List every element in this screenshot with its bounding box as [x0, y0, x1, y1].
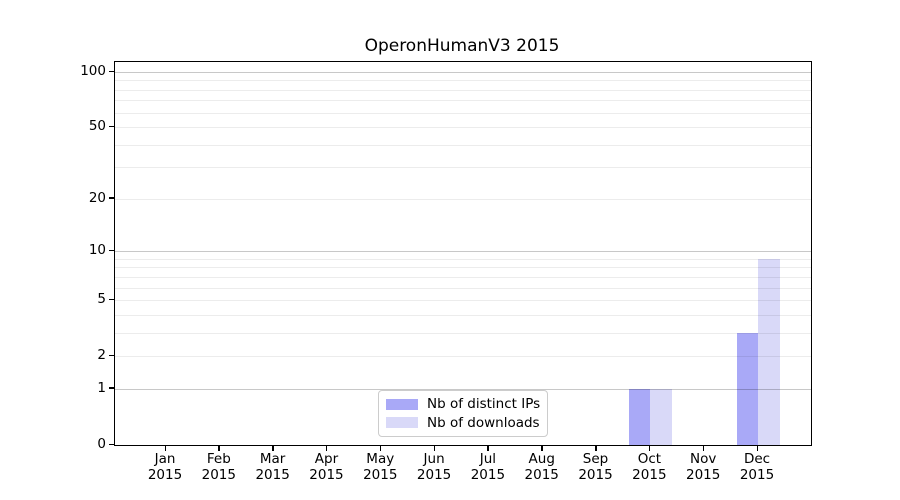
x-tick-year-dec: 2015 — [739, 466, 775, 483]
x-tick-label-oct: Oct 2015 — [614, 451, 684, 483]
y-tick-label-5: 5 — [97, 291, 106, 308]
x-tick-year-apr: 2015 — [309, 466, 344, 483]
x-tick-year-jun: 2015 — [416, 466, 452, 483]
gridline-minor-30 — [115, 167, 811, 169]
x-tick-label-jan: Jan 2015 — [130, 451, 200, 483]
y-tick-label-2: 2 — [97, 347, 106, 364]
x-tick-mark-dec — [756, 445, 758, 451]
gridline-minor-9 — [115, 258, 811, 260]
x-tick-label-dec: Dec 2015 — [722, 451, 792, 483]
y-tick-mark-100 — [109, 70, 114, 72]
bar-downloads-oct — [650, 388, 672, 445]
plot-area — [114, 61, 812, 446]
bar-distinct-ips-dec — [736, 332, 758, 445]
x-tick-mark-jul — [487, 445, 489, 451]
legend: Nb of distinct IPs Nb of downloads — [378, 390, 548, 437]
legend-label-distinct-ips: Nb of distinct IPs — [427, 396, 541, 413]
gridline-minor-20 — [115, 198, 811, 200]
gridline-minor-7 — [115, 276, 811, 278]
y-tick-label-10: 10 — [88, 242, 106, 259]
x-tick-year-mar: 2015 — [255, 466, 290, 483]
x-tick-mark-feb — [218, 445, 220, 451]
gridline-major-1 — [115, 388, 811, 390]
gridline-minor-70 — [115, 100, 811, 102]
x-tick-year-may: 2015 — [363, 466, 398, 483]
x-tick-label-nov: Nov 2015 — [668, 451, 738, 483]
x-tick-label-mar: Mar 2015 — [238, 451, 308, 483]
x-tick-mark-jun — [433, 445, 436, 451]
gridline-minor-6 — [115, 287, 811, 289]
x-tick-label-apr: Apr 2015 — [291, 451, 361, 483]
bar-downloads-dec — [758, 258, 780, 445]
legend-swatch-downloads — [386, 417, 418, 429]
x-tick-year-oct: 2015 — [632, 466, 667, 483]
x-tick-label-feb: Feb 2015 — [184, 451, 254, 483]
bar-distinct-ips-oct — [628, 388, 651, 445]
y-tick-mark-20 — [109, 197, 114, 199]
x-tick-label-sep: Sep 2015 — [561, 451, 631, 483]
legend-swatch-distinct-ips — [386, 398, 418, 410]
legend-row-downloads: Nb of downloads — [386, 415, 540, 431]
x-tick-label-aug: Aug 2015 — [507, 451, 577, 483]
legend-label-downloads: Nb of downloads — [427, 414, 540, 431]
x-tick-year-nov: 2015 — [685, 466, 721, 483]
gridline-minor-80 — [115, 89, 811, 91]
gridline-minor-50 — [115, 127, 811, 129]
y-tick-label-50: 50 — [88, 118, 106, 135]
x-tick-mark-aug — [541, 445, 543, 451]
y-tick-mark-2 — [109, 354, 114, 357]
y-tick-label-100: 100 — [80, 63, 106, 79]
y-tick-mark-5 — [109, 298, 114, 301]
y-tick-label-20: 20 — [88, 189, 106, 206]
x-tick-mark-sep — [595, 445, 597, 451]
x-tick-mark-mar — [272, 445, 274, 451]
x-tick-year-aug: 2015 — [524, 466, 559, 483]
y-tick-label-1: 1 — [97, 379, 106, 396]
x-tick-mark-may — [379, 445, 382, 451]
x-tick-label-jul: Jul 2015 — [453, 451, 523, 483]
gridline-major-100 — [115, 72, 811, 73]
x-tick-mark-jan — [164, 445, 166, 451]
x-tick-mark-nov — [702, 445, 705, 451]
gridline-minor-40 — [115, 144, 811, 146]
chart-title: OperonHumanV3 2015 — [364, 36, 560, 56]
y-tick-mark-10 — [109, 249, 114, 252]
gridline-major-10 — [115, 251, 811, 253]
gridline-minor-5 — [115, 300, 811, 302]
gridline-minor-4 — [115, 314, 811, 316]
gridline-minor-2 — [115, 356, 811, 358]
x-tick-mark-apr — [325, 445, 328, 451]
x-tick-year-jan: 2015 — [147, 466, 183, 483]
gridline-minor-90 — [115, 80, 811, 82]
x-tick-year-feb: 2015 — [201, 466, 236, 483]
legend-row-distinct-ips: Nb of distinct IPs — [386, 396, 540, 412]
x-tick-label-jun: Jun 2015 — [399, 451, 469, 483]
gridline-minor-60 — [115, 112, 811, 114]
gridline-minor-3 — [115, 332, 811, 334]
y-tick-label-0: 0 — [97, 436, 106, 452]
x-tick-year-sep: 2015 — [578, 466, 613, 483]
y-tick-mark-0 — [109, 443, 114, 445]
gridline-minor-8 — [115, 267, 811, 269]
x-tick-mark-oct — [648, 445, 651, 451]
x-tick-label-may: May 2015 — [345, 451, 415, 483]
y-tick-mark-1 — [109, 387, 114, 389]
y-tick-mark-50 — [109, 125, 114, 128]
x-tick-year-jul: 2015 — [470, 466, 506, 483]
